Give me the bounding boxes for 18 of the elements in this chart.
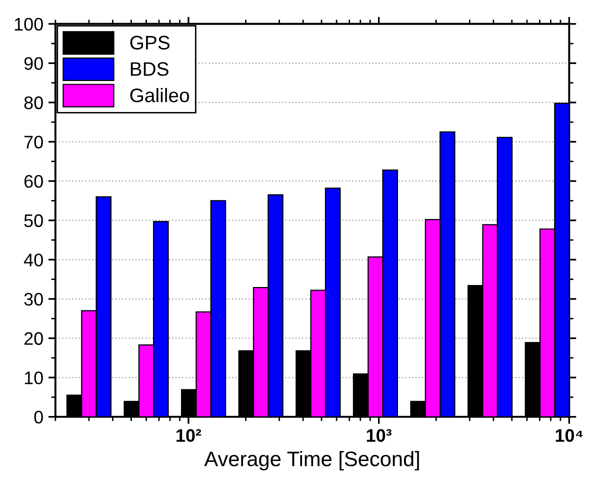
- y-tick-label: 70: [24, 136, 43, 148]
- x-tick-label: 10²: [176, 429, 202, 442]
- y-tick-label: 100: [14, 18, 43, 31]
- legend-label: GPS: [130, 36, 170, 50]
- y-tick-label: 90: [24, 57, 43, 70]
- legend-label: BDS: [130, 62, 168, 76]
- y-tick-label: 0: [34, 410, 43, 424]
- x-tick-label: 10³: [366, 429, 392, 442]
- legend-label: Galileo: [130, 88, 190, 102]
- x-tick-label: 10⁴: [556, 429, 583, 442]
- y-tick-label: 60: [24, 175, 43, 188]
- y-tick-label: 80: [24, 96, 43, 110]
- y-tick-label: 50: [24, 214, 43, 228]
- y-tick-label: 20: [24, 332, 43, 345]
- x-axis-title: Average Time [Second]: [204, 451, 419, 470]
- y-tick-label: 30: [24, 292, 43, 306]
- y-tick-label: 40: [24, 254, 43, 266]
- y-tick-label: 10: [24, 371, 43, 384]
